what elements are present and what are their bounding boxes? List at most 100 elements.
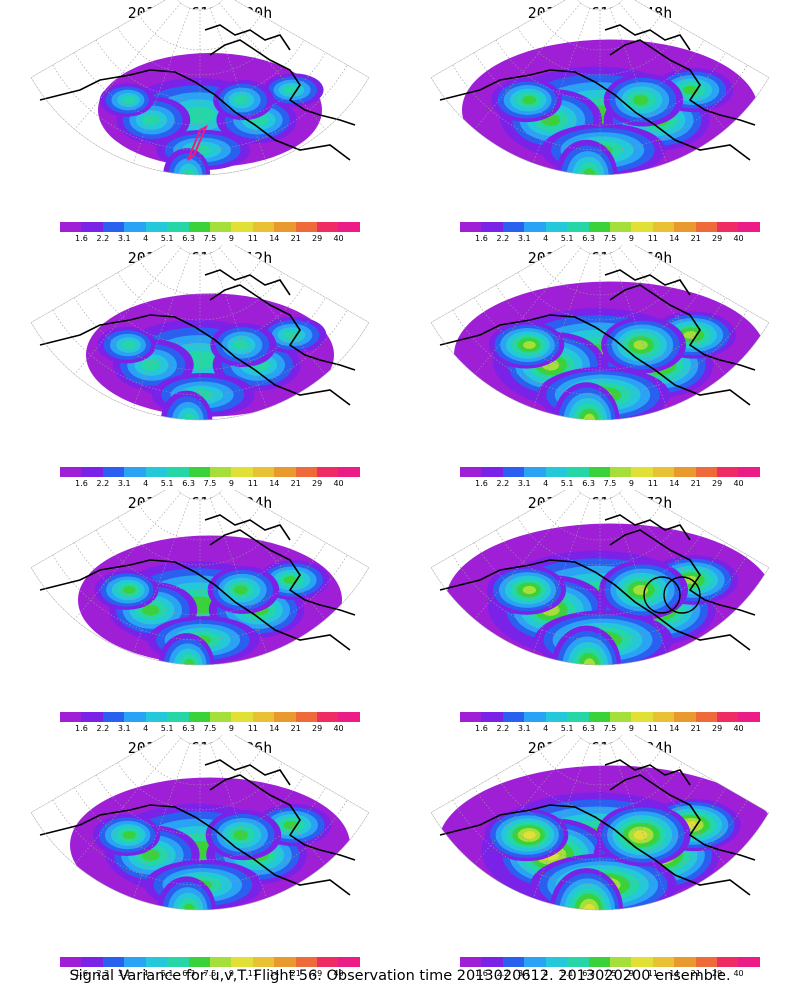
colorbar-tick-label: 11 <box>647 969 658 978</box>
colorbar-swatch <box>81 222 103 232</box>
coastline <box>39 269 356 406</box>
field-contour <box>583 168 596 175</box>
colorbar-tick-label: 7.5 <box>203 479 217 488</box>
colorbar-swatch <box>695 712 718 722</box>
colorbar-labels: 1.6 2.2 3.1 4 5.1 6.3 7.5 9 11 14 21 29 40 <box>460 724 760 734</box>
colorbar-swatch <box>717 467 739 477</box>
field-contour <box>523 341 536 349</box>
field-contour <box>578 652 600 665</box>
colorbar-tick-label: 1.6 <box>475 969 488 978</box>
colorbar-tick-label: 14 <box>269 234 280 243</box>
map-panel-48h: 2013020612 + 48h1.62.23.145.16.37.591114… <box>400 0 800 243</box>
colorbar-tick-label: 9 <box>228 234 234 243</box>
colorbar-swatch <box>717 957 739 967</box>
colorbar-swatch <box>167 957 189 967</box>
colorbar-swatch <box>295 222 318 232</box>
map-panel-12h: 2013020612 + 12h1.62.23.145.16.37.591114… <box>0 245 400 488</box>
colorbar-tick-label: 4 <box>543 969 549 978</box>
latitude-line <box>95 774 305 836</box>
latitude-line <box>495 774 705 836</box>
target-circle <box>643 576 681 614</box>
colorbar-tick-label: 40 <box>333 234 344 243</box>
colorbar-swatch <box>502 222 525 232</box>
colorbar-tick-label: 21 <box>690 724 701 733</box>
colorbar-swatch <box>338 222 360 232</box>
longitude-line <box>209 743 267 899</box>
colorbar-swatch <box>60 712 82 722</box>
colorbar-tick-label: 7.5 <box>603 969 617 978</box>
colorbar-tick-label: 11 <box>647 234 658 243</box>
colorbar-swatch <box>124 712 146 722</box>
field-contour <box>142 114 160 126</box>
colorbar-swatch <box>231 222 253 232</box>
colorbar-tick-label: 6.3 <box>582 724 595 733</box>
colorbar-tick-label: 29 <box>312 234 323 243</box>
colorbar-tick-label: 21 <box>690 479 701 488</box>
colorbar-swatch <box>252 222 275 232</box>
colorbar-tick-label: 9 <box>228 479 234 488</box>
variance-map <box>30 735 370 911</box>
colorbar-tick-label: 5.1 <box>560 234 574 243</box>
colorbar-swatch <box>317 467 339 477</box>
colorbar <box>60 222 360 232</box>
variance-map <box>430 490 770 666</box>
colorbar-swatch <box>231 467 253 477</box>
field-contour <box>233 830 248 840</box>
colorbar-swatch <box>188 712 210 722</box>
colorbar-tick-label: 5.1 <box>160 479 174 488</box>
variance-map <box>430 245 770 421</box>
colorbar-tick-label: 40 <box>733 479 744 488</box>
colorbar-tick-label: 6.3 <box>182 234 195 243</box>
colorbar-swatch <box>338 957 360 967</box>
colorbar-tick-label: 5.1 <box>560 724 574 733</box>
latitude-line <box>117 272 283 321</box>
colorbar-swatch <box>631 467 653 477</box>
longitude-line <box>619 737 726 865</box>
colorbar-swatch <box>338 712 360 722</box>
colorbar-swatch <box>524 467 546 477</box>
colorbar-tick-label: 9 <box>628 234 634 243</box>
colorbar-tick-label: 7.5 <box>203 234 217 243</box>
latitude-line <box>495 529 705 591</box>
longitude-line <box>609 743 667 899</box>
colorbar <box>460 467 760 477</box>
longitude-line <box>133 743 191 899</box>
colorbar-tick-label: 3.1 <box>117 479 131 488</box>
field-contour <box>183 168 195 175</box>
colorbar-tick-label: 11 <box>247 969 258 978</box>
map-panel-84h: 2013020612 + 84h1.62.23.145.16.37.591114… <box>400 735 800 978</box>
field-contour <box>123 586 136 594</box>
colorbar <box>60 957 360 967</box>
colorbar-tick-label: 29 <box>712 234 723 243</box>
longitude-line <box>609 498 667 654</box>
colorbar-tick-label: 21 <box>290 724 301 733</box>
longitude-line <box>133 8 191 164</box>
longitude-line <box>533 498 591 654</box>
colorbar-swatch <box>502 467 525 477</box>
colorbar-tick-label: 3.1 <box>517 724 531 733</box>
domain-outline <box>430 245 770 421</box>
latitude-line <box>95 529 305 591</box>
colorbar-tick-label: 14 <box>669 234 680 243</box>
colorbar-tick-label: 40 <box>733 969 744 978</box>
colorbar-swatch <box>102 222 125 232</box>
longitude-line <box>209 498 267 654</box>
colorbar-tick-label: 4 <box>543 724 549 733</box>
latitude-line <box>495 284 705 346</box>
colorbar-swatch <box>652 222 675 232</box>
colorbar-swatch <box>274 222 296 232</box>
colorbar-swatch <box>609 467 632 477</box>
longitude-line <box>133 253 191 409</box>
colorbar-swatch <box>124 957 146 967</box>
colorbar-tick-label: 6.3 <box>582 234 595 243</box>
colorbar-swatch <box>502 712 525 722</box>
colorbar-swatch <box>695 957 718 967</box>
colorbar-swatch <box>717 222 739 232</box>
colorbar-swatch <box>545 712 568 722</box>
colorbar-tick-label: 3.1 <box>517 234 531 243</box>
colorbar-tick-label: 2.2 <box>496 724 510 733</box>
colorbar-swatch <box>145 222 168 232</box>
colorbar-swatch <box>609 222 632 232</box>
colorbar-tick-label: 9 <box>628 479 634 488</box>
colorbar-swatch <box>81 467 103 477</box>
